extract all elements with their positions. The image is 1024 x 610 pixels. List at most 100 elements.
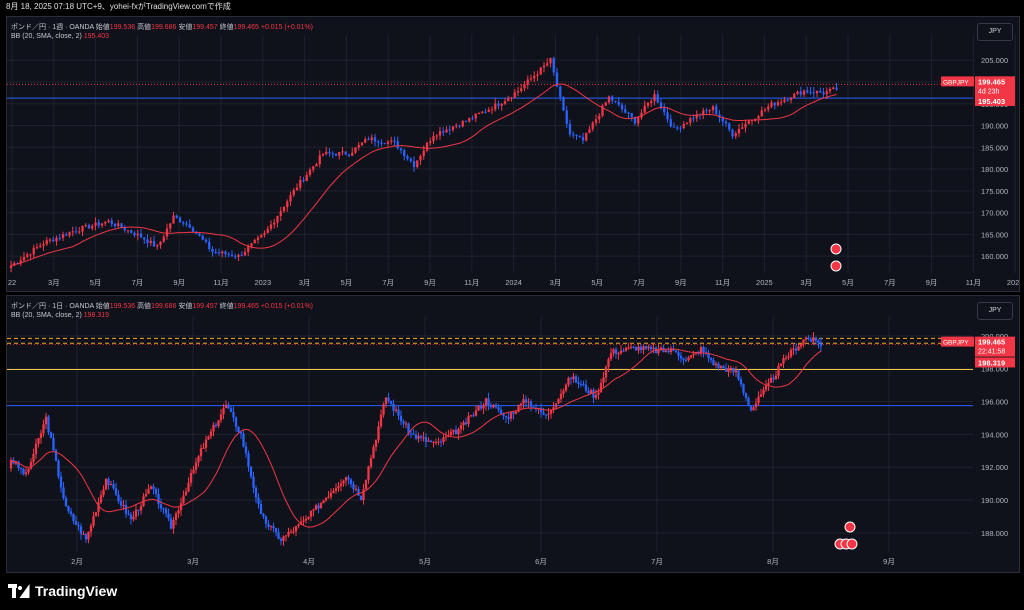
candle-body [354,488,358,490]
weekly-chart-canvas[interactable]: 160.000 165.000 170.000 175.000 180.000 185.0… [7,17,1019,291]
candle-body [835,87,838,90]
candle-body [22,468,25,475]
candle-body [74,520,78,526]
y-tick-label: 205.000 [981,56,1008,65]
candle-body [204,439,208,448]
candle-body [324,497,328,501]
legend-title: ポンド／円 · 1日 · OANDA [11,303,94,310]
candle-body [24,472,28,475]
candle-body [393,140,396,142]
candle-body [469,415,473,417]
legend-change: +0.015 (+0.01%) [260,24,314,31]
candle-body [719,366,723,369]
candle-body [289,531,293,533]
candle-body [607,359,610,367]
candle-body [282,536,285,541]
candle-body [568,123,572,135]
candle-body [484,398,488,405]
candle-body [412,161,416,167]
legend-high: 199.686 [151,303,177,310]
x-tick-label: 2026 [1007,278,1019,287]
candle-body [592,389,595,398]
candle-body [309,510,313,517]
candle-body [386,141,390,144]
x-tick-label: 4月 [303,557,315,566]
candle-body [774,375,778,380]
candle-body [739,379,743,385]
candle-body [289,195,292,202]
candle-body [177,510,180,514]
candle-body [68,232,71,236]
candle-body [572,134,575,136]
candle-body [822,92,825,95]
candle-body [185,223,188,225]
x-tick-label: 3月 [800,278,812,287]
candle-body [414,434,418,439]
daily-chart-panel[interactable]: 188.000 190.000 192.000 194.000 196.000 198.0… [6,295,1020,573]
candle-body [284,535,288,537]
candle-body [199,448,203,457]
daily-bb-legend: BB (20, SMA, close, 2) 198.319 [11,312,109,319]
candle-body [315,164,318,167]
candle-body [357,488,360,496]
candle-body [390,140,393,142]
candle-body [786,99,789,101]
candle-body [812,92,815,94]
candle-body [26,254,29,257]
candle-body [513,92,516,98]
candle-body [189,472,193,483]
candle-body [757,116,760,119]
candle-body [224,251,227,255]
candle-body [334,488,338,491]
candle-body [717,363,720,369]
candle-body [529,78,533,80]
daily-chart-canvas[interactable]: 188.000 190.000 192.000 194.000 196.000 198.0… [7,296,1019,572]
candle-body [796,91,799,94]
candle-body [117,223,120,227]
candle-body [322,500,325,504]
candle-body [364,139,367,143]
candle-body [62,487,65,499]
candle-body [427,440,430,442]
currency-button[interactable]: JPY [977,23,1013,41]
candle-body [574,376,578,383]
legend-change: +0.015 (+0.01%) [260,303,314,310]
event-marker-icon [830,260,842,272]
candle-body [99,495,103,503]
candle-body [97,222,100,226]
event-marker-icon [830,243,842,255]
weekly-chart-panel[interactable]: 160.000 165.000 170.000 175.000 180.000 185.0… [6,16,1020,292]
candle-body [792,348,795,350]
legend-low-label: 安値 [178,303,193,310]
candle-body [32,247,35,255]
candle-body [394,409,398,411]
candle-body [544,414,548,416]
candle-body [379,414,383,427]
candle-body [578,135,581,137]
candle-body [676,127,679,129]
candle-body [532,406,535,408]
candle-body [802,90,806,95]
candle-body [472,415,475,417]
bb-tag-bg [975,96,1015,107]
candle-body [552,58,555,73]
candle-body [318,155,321,165]
candle-body [659,347,663,350]
legend-open: 199.536 [109,24,136,31]
candle-body [9,265,13,268]
candle-body [629,346,633,348]
candle-body [422,437,425,439]
legend-title: ポンド／円 · 1週 · OANDA [11,24,94,31]
candle-body [679,127,682,129]
candle-body [172,215,175,224]
candle-body [77,525,80,527]
tradingview-footer[interactable]: TradingView [8,580,117,602]
last-price-label: 199.465 [978,77,1005,86]
candle-body [339,483,343,487]
candle-body [187,482,190,492]
x-tick-label: 11月 [966,278,981,287]
candle-body [434,441,438,443]
candle-body [374,439,378,448]
currency-button[interactable]: JPY [977,302,1013,320]
candle-body [29,254,32,256]
